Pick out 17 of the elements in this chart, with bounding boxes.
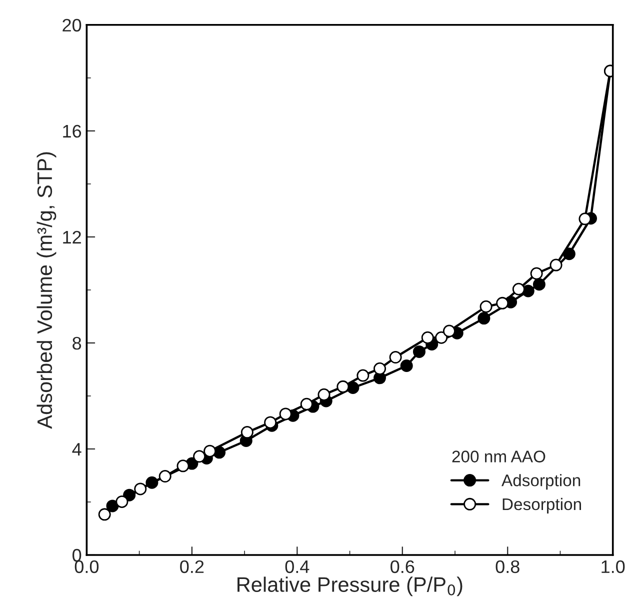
legend-label: Desorption [502,498,581,514]
legend-title: 200 nm AAO [452,450,546,462]
y-tick-label: 8 [72,336,82,350]
x-tick-label: 1.0 [602,560,625,574]
y-tick-label: 0 [72,548,82,562]
y-tick-label: 12 [63,230,81,244]
y-tick-label: 4 [72,443,82,456]
x-tick-label: 0.2 [180,560,204,574]
y-axis-title: Adsorbed Volume (m³/g, STP) [36,152,56,429]
x-tick-label: 0.4 [285,560,310,574]
x-tick-label: 0.6 [390,560,414,574]
x-tick-label: 0.8 [496,560,520,574]
y-tick-label: 16 [63,124,82,138]
x-tick-label: 0.0 [74,560,99,574]
legend-label: Adsorption [502,474,580,490]
x-axis-title: Relative Pressure (P/P$_{0}$) [238,576,462,596]
y-tick-label: 20 [62,18,82,32]
